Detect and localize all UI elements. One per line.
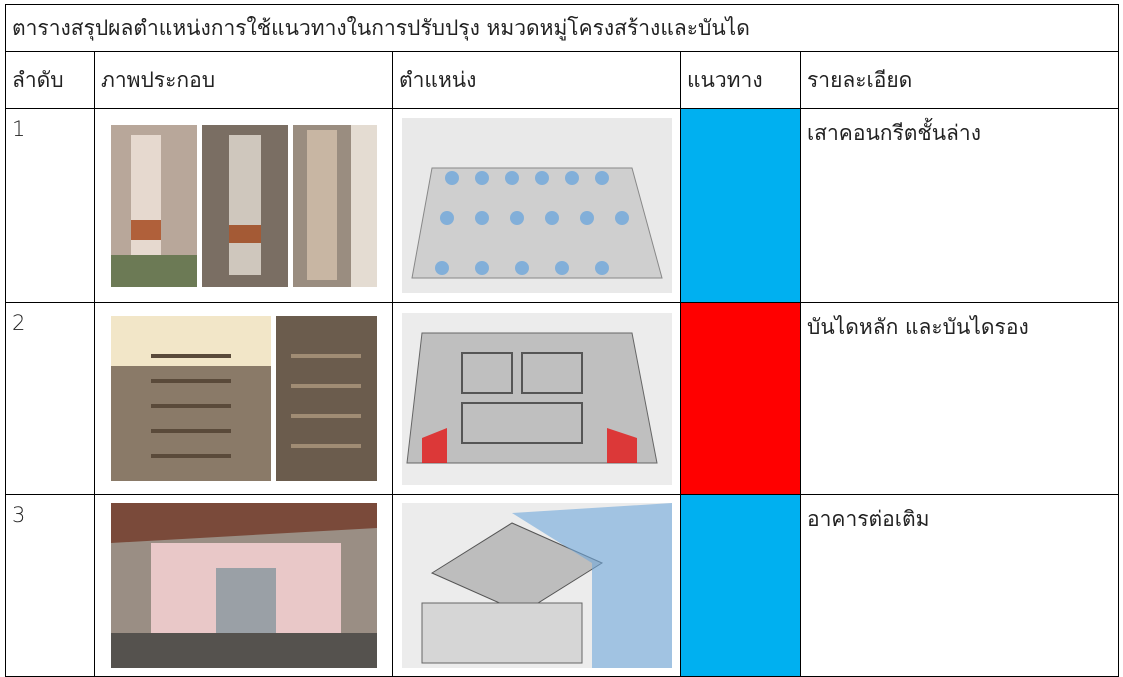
- header-row: ลำดับ ภาพประกอบ ตำแหน่ง แนวทาง รายละเอีย…: [5, 51, 1120, 109]
- detail: อาคารต่อเติม: [799, 494, 1120, 677]
- table-title: ตารางสรุปผลตำแหน่งการใช้แนวทางในการปรับป…: [4, 4, 1120, 52]
- summary-table: ตารางสรุปผลตำแหน่งการใช้แนวทางในการปรับป…: [4, 4, 1120, 677]
- table-row: 2 บันไดหลัก และบันไดรอง: [5, 302, 1120, 495]
- photo-cell: [94, 494, 393, 677]
- header-cell: รายละเอียด: [799, 51, 1120, 109]
- guideline-color: [680, 302, 801, 495]
- header-cell: แนวทาง: [680, 51, 801, 109]
- location-cell: [392, 302, 681, 495]
- header-cell: ภาพประกอบ: [94, 51, 393, 109]
- row-number: 3: [5, 494, 95, 677]
- photo: [110, 503, 377, 668]
- location-cell: [392, 108, 681, 303]
- row-number: 1: [5, 108, 95, 303]
- location-render: [401, 312, 672, 485]
- guideline-color: [680, 494, 801, 677]
- header-cell: ลำดับ: [5, 51, 95, 109]
- title-row: ตารางสรุปผลตำแหน่งการใช้แนวทางในการปรับป…: [4, 4, 1120, 52]
- photo: [110, 124, 377, 287]
- guideline-color: [680, 108, 801, 303]
- detail: บันไดหลัก และบันไดรอง: [799, 302, 1120, 495]
- table-row: 1 เสาคอนกรีตชั้นล่าง: [5, 108, 1120, 303]
- location-cell: [392, 494, 681, 677]
- header-cell: ตำแหน่ง: [392, 51, 681, 109]
- row-number: 2: [5, 302, 95, 495]
- photo: [110, 316, 377, 481]
- location-render: [401, 118, 672, 293]
- detail: เสาคอนกรีตชั้นล่าง: [799, 108, 1120, 303]
- photo-cell: [94, 302, 393, 495]
- table-row: 3 อาคารต่อเติม: [5, 494, 1120, 677]
- photo-cell: [94, 108, 393, 303]
- location-render: [401, 503, 672, 668]
